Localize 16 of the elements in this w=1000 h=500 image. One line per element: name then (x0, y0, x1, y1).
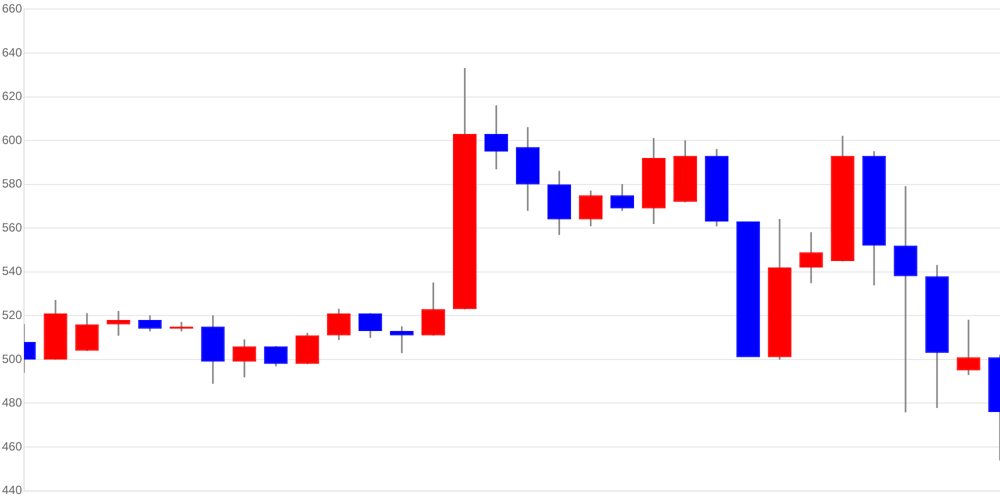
candlestick (106, 310, 130, 336)
candlestick (956, 320, 980, 376)
y-tick-label: 520 (2, 308, 22, 322)
y-tick-label: 660 (2, 2, 22, 16)
y-tick-label: 600 (2, 132, 22, 147)
y-tick-label: 560 (2, 220, 22, 234)
candlestick (736, 222, 760, 358)
y-tick-label: 480 (2, 396, 22, 410)
y-tick-label: 500 (2, 352, 22, 366)
y-tick-label: 460 (2, 439, 22, 454)
y-tick-label: 540 (2, 264, 22, 278)
y-tick-label: 580 (2, 176, 22, 191)
y-tick-label: 440 (2, 483, 22, 498)
candlestick (894, 186, 918, 412)
y-tick-label: 620 (2, 89, 22, 104)
y-tick-label: 640 (2, 45, 22, 60)
